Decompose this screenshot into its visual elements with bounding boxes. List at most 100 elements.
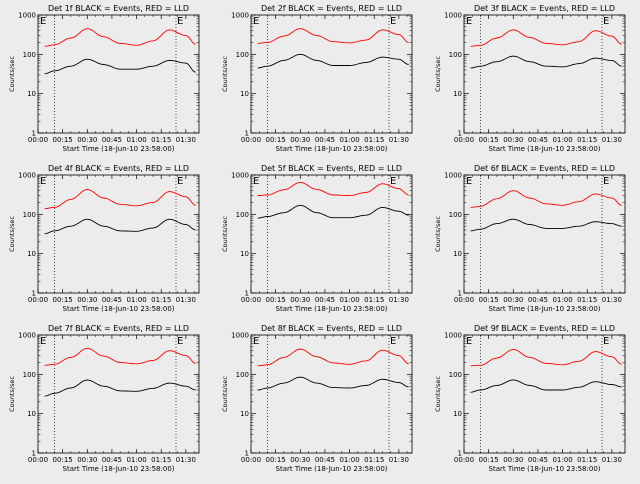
x-tick-label: 00:45 xyxy=(315,456,335,464)
x-axis-label: Start Time (18-Jun-10 23:58:00) xyxy=(276,145,388,153)
x-tick-label: 01:15 xyxy=(151,456,171,464)
x-tick-label: 00:00 xyxy=(28,296,48,304)
series-line-lld xyxy=(470,190,622,208)
x-tick-label: 01:00 xyxy=(339,456,359,464)
x-tick-label: 00:30 xyxy=(77,136,97,144)
x-tick-label: 01:30 xyxy=(176,136,196,144)
y-tick-label: 1 xyxy=(245,290,249,298)
x-tick-label: 01:30 xyxy=(389,456,409,464)
chart-panel-6: Det 6f BLACK = Events, RED = LLD 1 10 100 10… xyxy=(434,164,626,313)
y-tick-label: 1 xyxy=(245,130,249,138)
chart-panel-5: Det 5f BLACK = Events, RED = LLD 1 10 100 10… xyxy=(221,164,413,313)
series-line-events xyxy=(257,204,409,219)
series-line-events xyxy=(44,218,196,235)
x-tick-label: 00:45 xyxy=(528,136,548,144)
x-tick-label: 00:15 xyxy=(266,456,286,464)
marker-label: E xyxy=(390,336,396,347)
x-axis-label: Start Time (18-Jun-10 23:58:00) xyxy=(63,145,175,153)
chart-panel-3: Det 3f BLACK = Events, RED = LLD 1 10 100 10… xyxy=(434,4,626,153)
x-tick-label: 01:15 xyxy=(151,136,171,144)
series-line-lld xyxy=(44,188,196,210)
marker-label: E xyxy=(603,16,609,27)
marker-label: E xyxy=(177,16,183,27)
panel-title: Det 4f BLACK = Events, RED = LLD xyxy=(48,164,189,173)
series-line-events xyxy=(44,379,196,397)
y-tick-label: 10 xyxy=(453,90,462,98)
panel-title: Det 6f BLACK = Events, RED = LLD xyxy=(474,164,615,173)
marker-label: E xyxy=(390,16,396,27)
series-line-lld xyxy=(257,181,409,197)
chart-panel-8: Det 8f BLACK = Events, RED = LLD 1 10 100 10… xyxy=(221,324,413,473)
x-tick-label: 00:45 xyxy=(102,296,122,304)
y-axis-label: Counts/sec xyxy=(434,216,442,252)
x-tick-label: 01:30 xyxy=(602,296,622,304)
x-tick-label: 00:00 xyxy=(454,296,474,304)
marker-label: E xyxy=(253,336,259,347)
x-tick-label: 01:00 xyxy=(126,456,146,464)
y-tick-label: 1000 xyxy=(231,332,249,340)
chart-panel-1: Det 1f BLACK = Events, RED = LLD 1 10 100 10… xyxy=(8,4,200,153)
x-axis-label: Start Time (18-Jun-10 23:58:00) xyxy=(489,465,601,473)
y-tick-label: 10 xyxy=(240,410,249,418)
y-tick-label: 10 xyxy=(453,410,462,418)
y-tick-label: 100 xyxy=(449,211,462,219)
x-tick-label: 00:45 xyxy=(315,136,335,144)
y-tick-label: 10 xyxy=(240,90,249,98)
y-tick-label: 1000 xyxy=(231,12,249,20)
series-line-events xyxy=(470,218,622,232)
chart-panel-9: Det 9f BLACK = Events, RED = LLD 1 10 100 10… xyxy=(434,324,626,473)
x-tick-label: 01:00 xyxy=(126,136,146,144)
x-tick-label: 01:30 xyxy=(389,136,409,144)
y-tick-label: 1 xyxy=(32,130,36,138)
x-tick-label: 00:00 xyxy=(28,456,48,464)
x-tick-label: 01:30 xyxy=(389,296,409,304)
x-tick-label: 00:30 xyxy=(77,296,97,304)
x-tick-label: 00:15 xyxy=(479,296,499,304)
x-axis-label: Start Time (18-Jun-10 23:58:00) xyxy=(63,305,175,313)
plot-frame xyxy=(250,14,413,134)
panel-title: Det 2f BLACK = Events, RED = LLD xyxy=(261,4,402,13)
y-tick-label: 1 xyxy=(245,450,249,458)
marker-label: E xyxy=(390,176,396,187)
x-tick-label: 00:30 xyxy=(503,456,523,464)
x-tick-label: 00:00 xyxy=(241,136,261,144)
x-tick-label: 01:00 xyxy=(339,136,359,144)
x-tick-label: 01:15 xyxy=(364,296,384,304)
y-tick-label: 100 xyxy=(23,371,36,379)
y-axis-label: Counts/sec xyxy=(221,216,229,252)
y-tick-label: 100 xyxy=(23,211,36,219)
plot-frame xyxy=(463,14,626,134)
y-tick-label: 100 xyxy=(449,51,462,59)
y-tick-label: 100 xyxy=(236,211,249,219)
y-tick-label: 1000 xyxy=(18,12,36,20)
x-tick-label: 01:30 xyxy=(602,136,622,144)
x-tick-label: 00:45 xyxy=(528,456,548,464)
x-tick-label: 01:15 xyxy=(364,456,384,464)
x-tick-label: 00:30 xyxy=(290,456,310,464)
x-tick-label: 01:15 xyxy=(364,136,384,144)
chart-panel-7: Det 7f BLACK = Events, RED = LLD 1 10 100 10… xyxy=(8,324,200,473)
x-axis-label: Start Time (18-Jun-10 23:58:00) xyxy=(63,465,175,473)
y-tick-label: 1000 xyxy=(444,12,462,20)
x-tick-label: 00:45 xyxy=(528,296,548,304)
y-axis-label: Counts/sec xyxy=(8,56,16,92)
y-axis-label: Counts/sec xyxy=(434,376,442,412)
chart-panel-2: Det 2f BLACK = Events, RED = LLD 1 10 100 10… xyxy=(221,4,413,153)
y-tick-label: 1 xyxy=(32,450,36,458)
x-tick-label: 01:15 xyxy=(151,296,171,304)
panel-title: Det 9f BLACK = Events, RED = LLD xyxy=(474,324,615,333)
y-tick-label: 100 xyxy=(236,51,249,59)
x-tick-label: 00:30 xyxy=(77,456,97,464)
panel-title: Det 1f BLACK = Events, RED = LLD xyxy=(48,4,189,13)
x-tick-label: 01:30 xyxy=(176,296,196,304)
series-line-events xyxy=(44,58,196,75)
marker-label: E xyxy=(466,336,472,347)
x-tick-label: 00:00 xyxy=(241,456,261,464)
x-tick-label: 00:15 xyxy=(53,296,73,304)
x-tick-label: 01:00 xyxy=(126,296,146,304)
x-axis-label: Start Time (18-Jun-10 23:58:00) xyxy=(276,305,388,313)
y-tick-label: 1000 xyxy=(444,172,462,180)
series-line-events xyxy=(257,53,409,69)
